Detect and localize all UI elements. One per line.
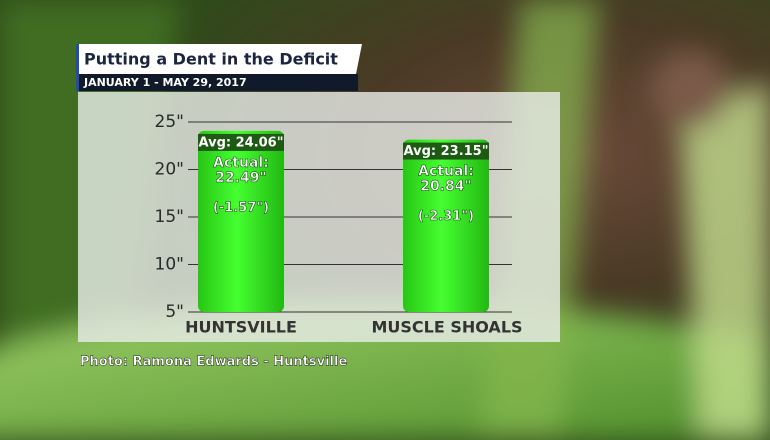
actual-heading: Actual: — [418, 164, 474, 180]
value-label: Avg: 23.15" — [404, 144, 489, 159]
plot-area: 5" 10" 15" 20" 25" HUNTSVILLE Avg: 24.06" Actua… — [155, 112, 523, 337]
bar — [198, 130, 284, 312]
value-label: Avg: 24.06" — [199, 135, 284, 150]
y-tick-label: 5" — [165, 302, 184, 322]
value-label-box — [198, 133, 284, 151]
difference-value: (-2.31") — [418, 209, 474, 224]
x-tick-label: HUNTSVILLE — [185, 318, 297, 337]
y-tick-label: 15" — [155, 207, 184, 227]
actual-heading: Actual: — [213, 155, 269, 171]
actual-value: 20.84" — [420, 179, 472, 195]
value-label-box — [403, 142, 489, 160]
y-tick-label: 25" — [155, 112, 184, 132]
photo-credit: Photo: Ramona Edwards - Huntsville — [80, 355, 347, 370]
bar — [403, 139, 489, 312]
title-accent — [346, 44, 362, 74]
chart-subtitle: JANUARY 1 - MAY 29, 2017 — [83, 76, 247, 89]
y-tick-label: 20" — [155, 160, 184, 180]
actual-value: 22.49" — [215, 170, 267, 186]
chart-title: Putting a Dent in the Deficit — [84, 50, 338, 69]
difference-value: (-1.57") — [213, 200, 269, 215]
title-box — [76, 44, 352, 74]
x-tick-label: MUSCLE SHOALS — [371, 318, 522, 337]
title-accent-bar — [76, 44, 79, 91]
subtitle-box — [76, 74, 358, 91]
y-tick-label: 10" — [155, 255, 184, 275]
